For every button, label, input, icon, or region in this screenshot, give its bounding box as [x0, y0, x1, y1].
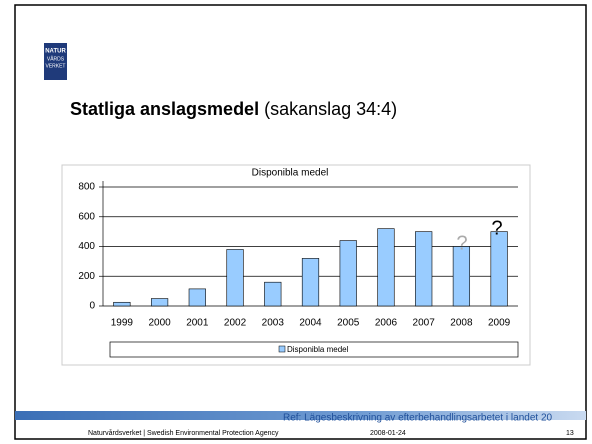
x-tick-label: 1999	[111, 318, 134, 329]
footer-agency: Naturvårdsverket | Swedish Environmental…	[88, 429, 279, 437]
y-tick-label: 400	[78, 241, 95, 252]
heading: Statliga anslagsmedel (sakanslag 34:4)	[70, 99, 397, 119]
ref-text: Ref: Lägesbeskrivning av efterbehandling…	[283, 413, 553, 424]
bar	[188, 288, 206, 307]
annotation: ?	[456, 232, 467, 254]
x-tick-label: 2005	[337, 318, 360, 329]
chart-area	[61, 164, 531, 366]
bar	[226, 249, 244, 307]
bar	[377, 228, 395, 307]
legend	[109, 341, 519, 358]
x-tick-label: 2006	[375, 318, 398, 329]
y-tick-label: 600	[78, 211, 95, 222]
footer-date: 2008-01-24	[370, 430, 406, 437]
footer-band	[15, 411, 586, 420]
logo-text: NATUR	[45, 49, 66, 55]
bar	[301, 258, 320, 307]
y-tick-label: 800	[78, 182, 95, 193]
x-tick-label: 2008	[450, 318, 473, 329]
heading-normal: (sakanslag 34:4)	[264, 99, 397, 119]
x-tick-label: 2007	[413, 318, 436, 329]
bar	[150, 298, 169, 307]
heading-bold: Statliga anslagsmedel	[70, 99, 259, 119]
bar	[490, 231, 508, 307]
plot: 0 200 400 600 800 1999 2000 2001 2002 2003 2004 200…	[78, 181, 518, 354]
x-tick-label: 2003	[262, 318, 285, 329]
logo-text: VÅRDS	[47, 55, 65, 62]
x-tick-label: 2004	[299, 318, 322, 329]
x-tick-label: 2009	[488, 318, 511, 329]
footer-page: 13	[566, 430, 574, 437]
y-tick-label: 200	[78, 271, 95, 282]
x-tick-label: 2002	[224, 318, 247, 329]
y-tick-label: 0	[89, 301, 95, 312]
x-tick-label: 2001	[186, 318, 209, 329]
logo	[44, 43, 67, 80]
bar	[415, 231, 433, 307]
x-tick-label: 2000	[148, 318, 171, 329]
chart-title: Disponibla medel	[252, 168, 329, 179]
bar	[452, 246, 471, 307]
legend-swatch	[278, 345, 286, 353]
logo-text: VERKET	[45, 63, 65, 69]
annotation: ?	[491, 217, 502, 239]
bar	[113, 301, 131, 307]
legend-label: Disponibla medel	[287, 345, 349, 354]
bar	[339, 240, 357, 307]
ref-clip: Ref: Lägesbeskrivning av efterbehandling…	[283, 413, 553, 424]
bar	[264, 281, 282, 307]
